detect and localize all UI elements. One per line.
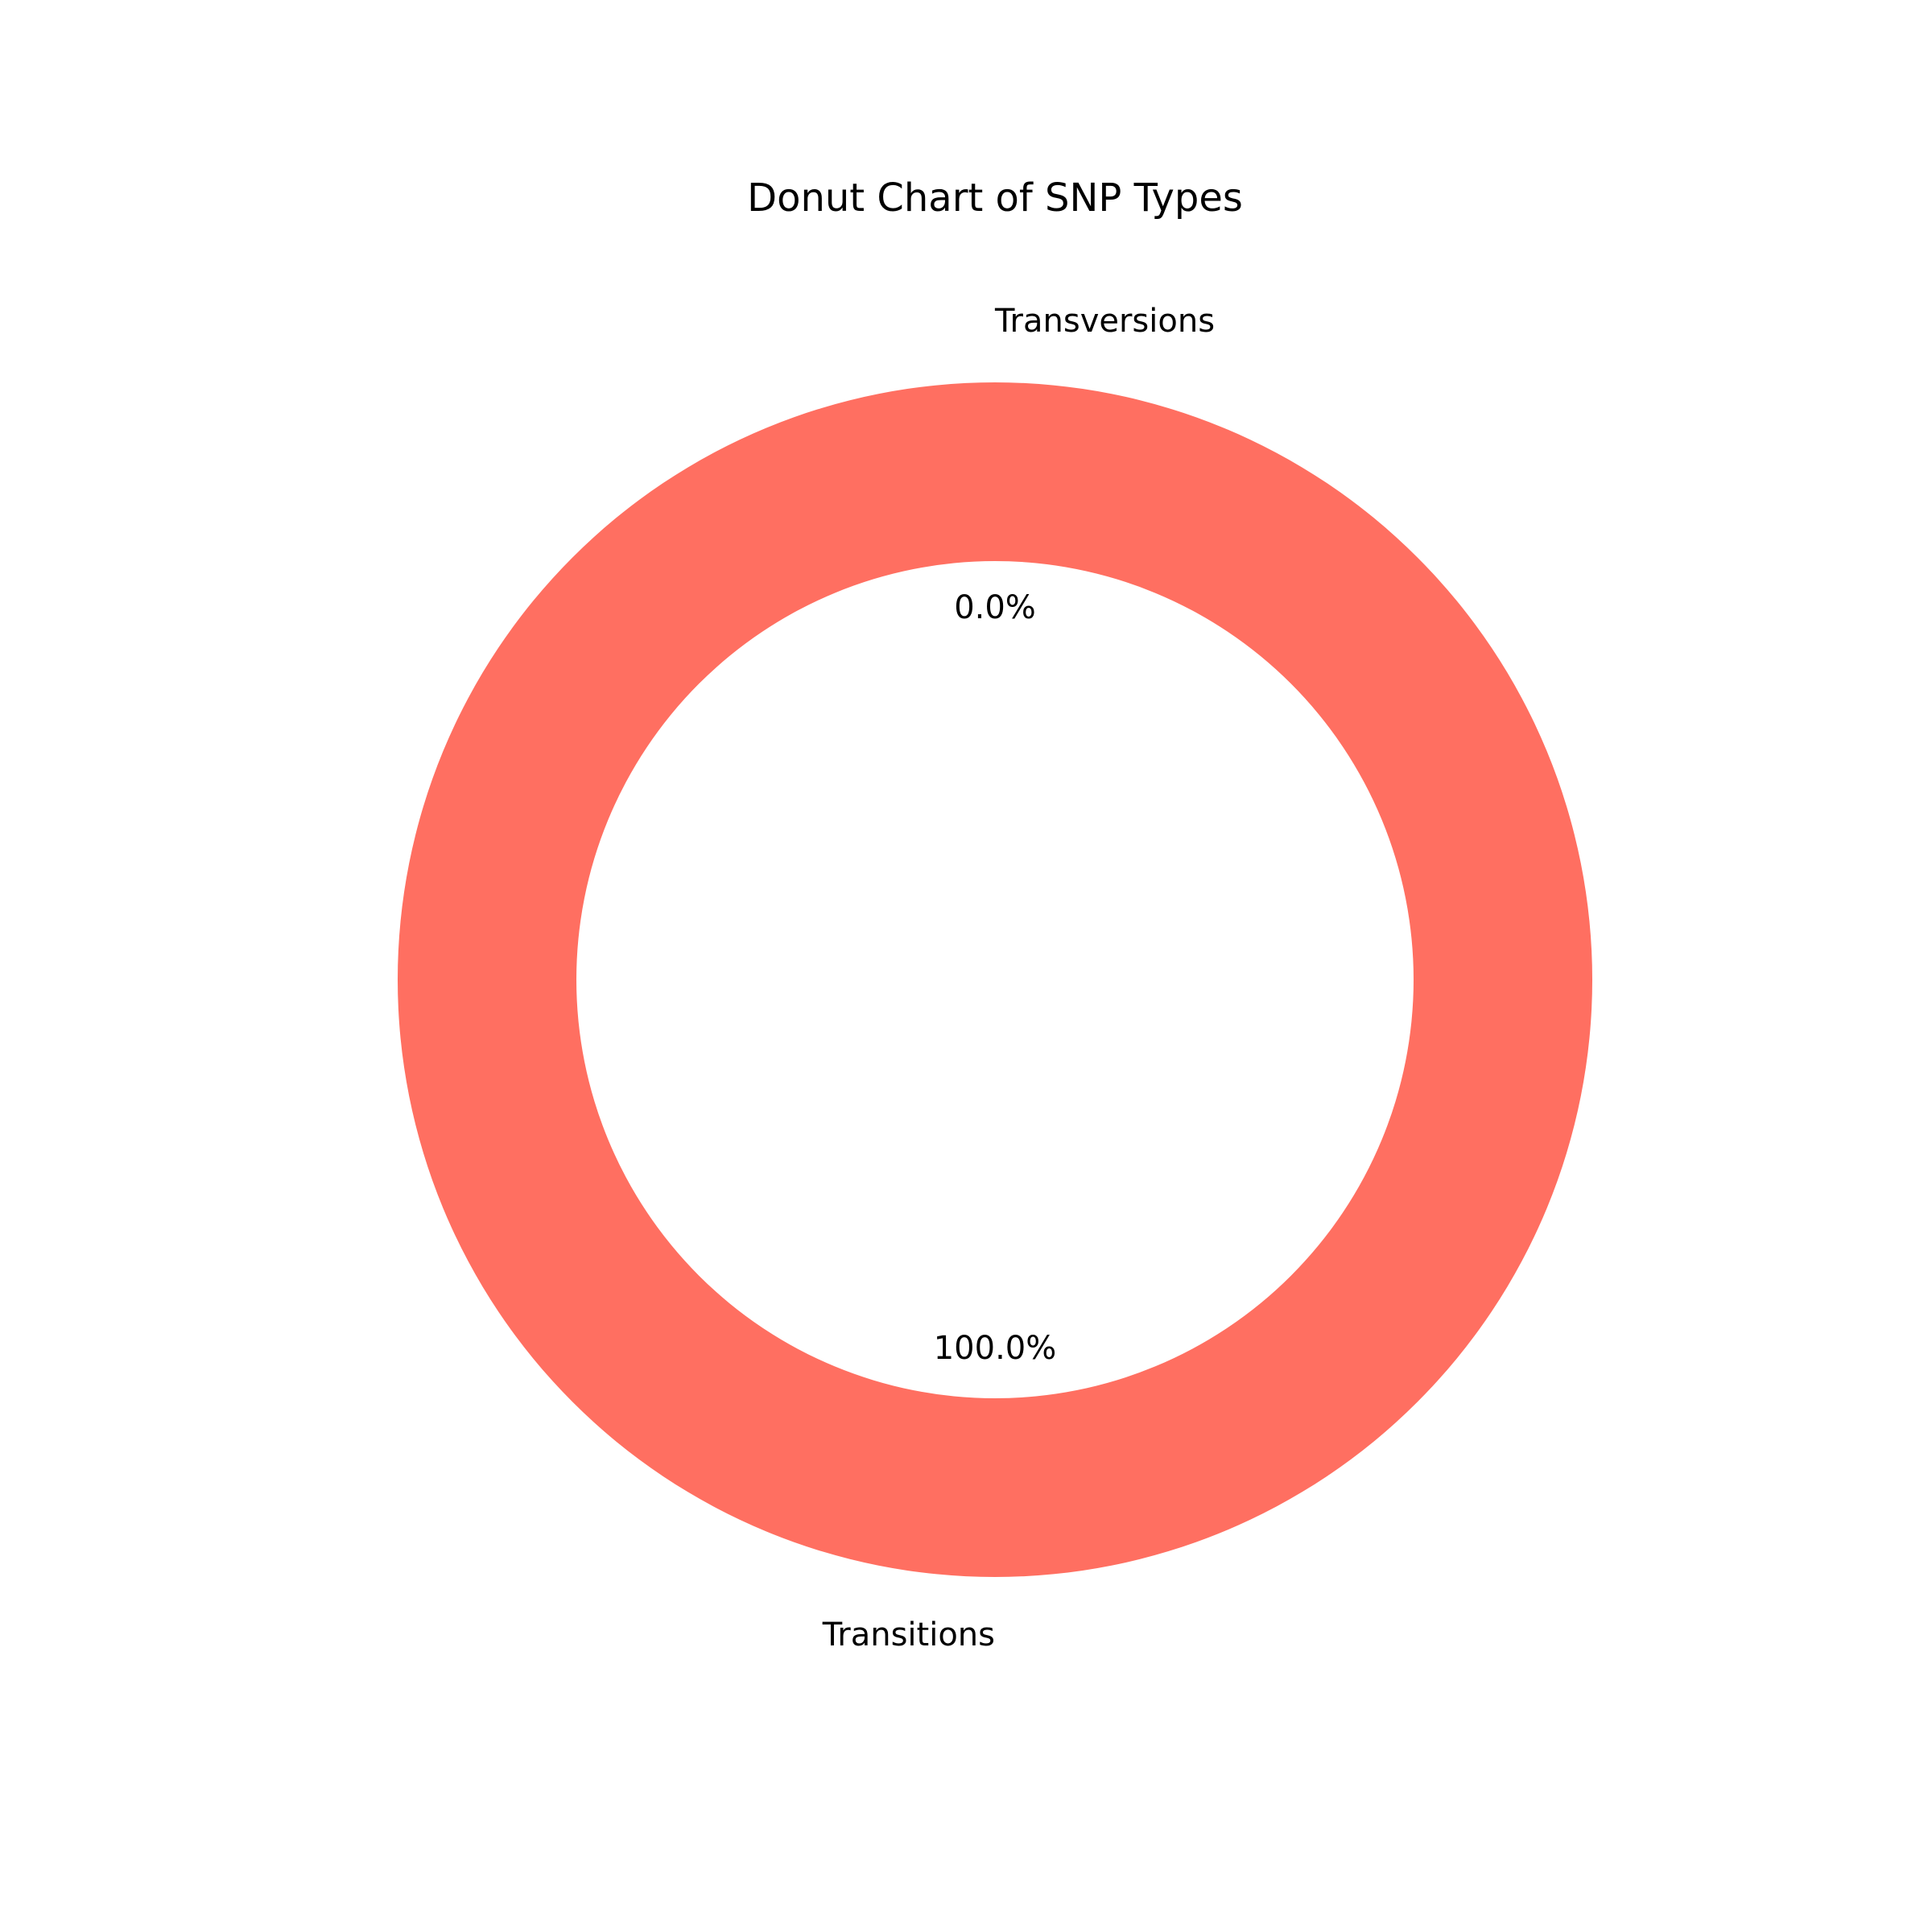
donut-slices: [398, 382, 1592, 1577]
percent-transversions: 0.0%: [954, 589, 1036, 626]
donut-labels: Transitions 100.0% Transversions 0.0%: [822, 303, 1215, 1653]
label-transversions: Transversions: [994, 303, 1215, 340]
chart-title: Donut Chart of SNP Types: [747, 175, 1243, 221]
label-transitions: Transitions: [822, 1616, 995, 1653]
percent-transitions: 100.0%: [934, 1330, 1057, 1367]
slice-transitions: [398, 382, 1592, 1577]
